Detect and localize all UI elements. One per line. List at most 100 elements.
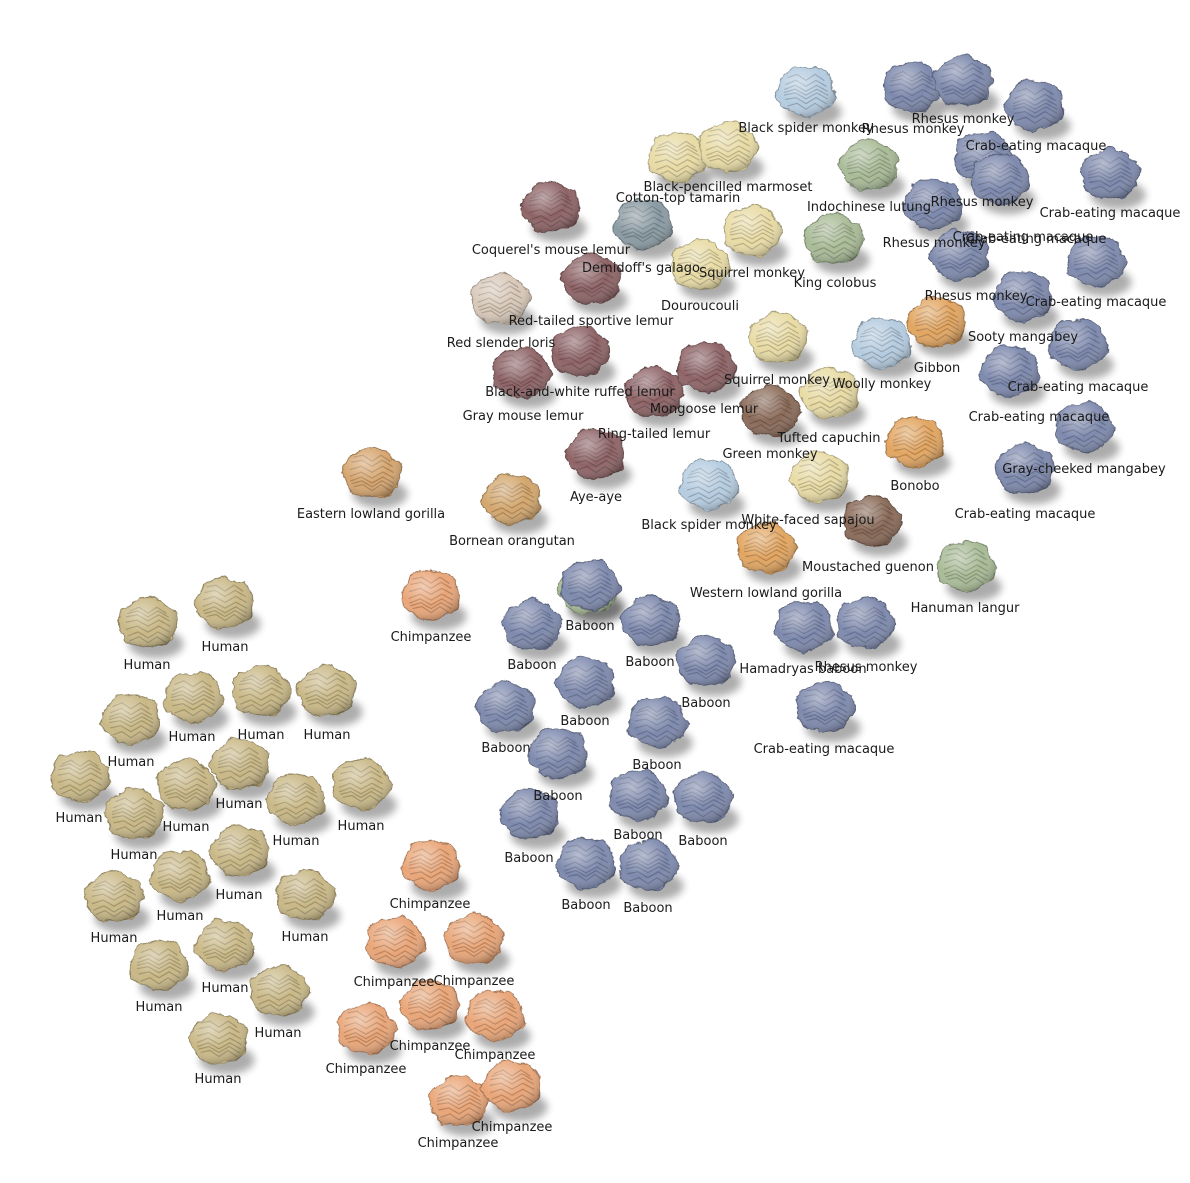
- brain-baboon: [676, 634, 737, 686]
- brain-label: Crab-eating macaque: [753, 742, 895, 757]
- brain-mongoose-lemur: [623, 364, 685, 417]
- brain-shading: [903, 179, 962, 230]
- brain-shading: [797, 681, 856, 732]
- brain-label: Crab-eating macaque: [968, 410, 1110, 425]
- brain-label: Human: [303, 728, 351, 743]
- brain-chimpanzee: [365, 916, 427, 969]
- brain-shading: [995, 442, 1055, 494]
- brain-human: [149, 850, 211, 903]
- brain-baboon: [555, 838, 616, 890]
- brain-label: Woolly monkey: [832, 377, 932, 392]
- brain-label: Black spider monkey: [738, 121, 874, 136]
- brain-human: [103, 787, 165, 839]
- brain-shading: [296, 664, 357, 716]
- brain-shading: [907, 296, 965, 347]
- brain-label: Human: [55, 811, 103, 826]
- brain-shading: [470, 272, 531, 324]
- brain-rhesus-monkey: [903, 179, 963, 230]
- brain-label: Red slender loris: [446, 336, 556, 351]
- brain-label: Human: [123, 658, 171, 673]
- brain-label: Gibbon: [913, 361, 961, 376]
- brain-green-monkey: [789, 450, 849, 503]
- brain-crab-eating-macaque: [1079, 146, 1141, 199]
- brain-shading: [737, 521, 798, 573]
- brain-shading: [1004, 79, 1064, 132]
- brain-label: Baboon: [560, 714, 610, 729]
- brain-indochinese-lutung: [837, 138, 899, 191]
- brain-gray-cheeked-mangabey: [1054, 400, 1117, 454]
- brain-shading: [799, 367, 859, 419]
- brain-shading: [565, 428, 625, 480]
- brain-chimpanzee: [443, 911, 505, 964]
- brain-human: [130, 939, 190, 991]
- brain-label: Squirrel monkey: [699, 266, 805, 281]
- brain-crab-eating-macaque: [796, 680, 856, 733]
- brain-shading: [481, 473, 541, 526]
- brain-label: Human: [201, 640, 249, 655]
- brain-shading: [481, 1060, 541, 1113]
- brain-black-spider-monkey: [775, 66, 837, 119]
- brain-gibbon: [851, 317, 912, 370]
- brain-cotton-top-tamarin: [699, 120, 760, 173]
- brain-shading: [250, 964, 311, 1016]
- brain-shading: [1080, 147, 1141, 199]
- brain-crab-eating-macaque: [978, 345, 1040, 398]
- brain-label: Eastern lowland gorilla: [296, 507, 446, 522]
- brain-label: Chimpanzee: [417, 1136, 499, 1151]
- brain-rhesus-monkey: [992, 271, 1053, 323]
- brain-shading: [561, 559, 621, 612]
- brain-shading: [1066, 236, 1127, 288]
- brain-crab-eating-macaque: [994, 442, 1056, 494]
- brain-label: Chimpanzee: [325, 1062, 407, 1077]
- brain-label: Human: [237, 728, 285, 743]
- brain-shading: [1055, 401, 1116, 454]
- brain-baboon: [499, 788, 559, 840]
- brain-label: Rhesus monkey: [861, 122, 965, 137]
- brain-shading: [789, 450, 849, 503]
- brain-rhesus-monkey: [836, 596, 897, 649]
- brain-label: Baboon: [681, 696, 731, 711]
- brain-label: Human: [194, 1072, 242, 1087]
- brain-shading: [51, 751, 110, 802]
- brain-human: [162, 671, 225, 724]
- brain-label: Chimpanzee: [389, 897, 471, 912]
- brain-label: Black spider monkey: [641, 518, 777, 533]
- brain-shading: [992, 271, 1052, 322]
- brain-moustached-guenon: [937, 541, 997, 593]
- brain-shading: [623, 365, 684, 417]
- brain-shading: [551, 325, 610, 376]
- brain-label: Chimpanzee: [389, 1039, 471, 1054]
- brain-shading: [836, 597, 896, 649]
- brain-human: [50, 751, 111, 802]
- brain-label: Rhesus monkey: [930, 195, 1034, 210]
- brain-squirrel-monkey: [723, 204, 784, 258]
- brain-shading: [209, 825, 269, 877]
- brain-shading: [676, 635, 736, 686]
- brain-baboon: [620, 595, 681, 647]
- brain-human: [209, 737, 269, 790]
- brain-label: Chimpanzee: [353, 975, 435, 990]
- brain-label: Hanuman langur: [910, 601, 1020, 616]
- brain-shading: [464, 990, 526, 1042]
- brain-label: Squirrel monkey: [724, 373, 830, 388]
- brain-ring-tailed-lemur: [676, 342, 737, 393]
- brain-shading: [838, 138, 898, 191]
- brain-label: Chimpanzee: [471, 1120, 553, 1135]
- brain-shading: [332, 758, 393, 811]
- brain-shading: [276, 869, 336, 920]
- brain-label: Baboon: [625, 655, 675, 670]
- brain-label: White-faced sapajou: [741, 513, 875, 528]
- brain-label: Aye-aye: [569, 490, 623, 505]
- brain-shading: [100, 694, 160, 746]
- brain-label: Sooty mangabey: [967, 330, 1079, 345]
- brain-black-pencilled-marmoset: [648, 132, 708, 184]
- brain-shading: [979, 345, 1039, 398]
- brain-human: [296, 663, 357, 717]
- brain-human: [193, 576, 254, 630]
- brain-human: [209, 824, 269, 877]
- brain-bornean-orangutan: [480, 472, 542, 526]
- brain-label: Rhesus monkey: [882, 236, 986, 251]
- brain-shading: [401, 570, 460, 621]
- brain-shading: [163, 672, 224, 724]
- brain-western-lowland-gorilla: [736, 521, 798, 574]
